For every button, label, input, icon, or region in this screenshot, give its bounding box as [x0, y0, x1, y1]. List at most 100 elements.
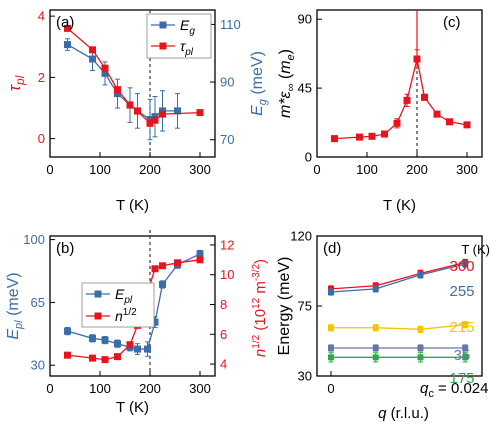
data-point	[413, 55, 421, 63]
x-axis-label: T (K)	[116, 399, 149, 416]
data-point	[114, 340, 121, 348]
data-point	[151, 116, 159, 124]
data-point	[196, 256, 204, 264]
data-point	[196, 250, 204, 258]
x-axis-label: q (r.l.u.)	[378, 405, 429, 422]
data-point	[101, 69, 109, 77]
y-tick-label: 6	[220, 327, 227, 342]
series-35	[327, 344, 469, 352]
data-point	[64, 327, 71, 335]
series-label: 35	[454, 347, 471, 364]
data-point	[403, 96, 411, 104]
data-point	[417, 326, 424, 333]
data-point	[151, 265, 159, 273]
data-point	[463, 121, 471, 129]
data-point	[126, 101, 134, 109]
data-point	[327, 345, 334, 351]
data-point	[134, 345, 141, 353]
y-tick-label: 0	[305, 150, 312, 165]
data-point	[159, 280, 166, 288]
data-point	[159, 110, 166, 118]
y-axis-label-left: Epl (meV)	[5, 272, 25, 339]
series-data	[331, 49, 471, 143]
x-tick-label: 200	[139, 162, 161, 177]
y-tick-label: 90	[220, 75, 234, 90]
data-point	[89, 46, 96, 54]
series-pl	[64, 24, 204, 127]
data-point	[372, 285, 379, 292]
legend-label: n1/2	[115, 307, 137, 324]
panel-label: (b)	[56, 240, 74, 257]
series-label: 175	[449, 370, 474, 387]
data-point	[114, 353, 121, 361]
data-point	[462, 261, 469, 267]
data-point	[174, 107, 181, 115]
y-tick-label: 45	[298, 81, 312, 96]
data-point	[64, 351, 71, 359]
y-tick-label: 65	[31, 295, 45, 310]
legend-title: T (K)	[461, 242, 490, 257]
y-tick-label: 2	[38, 70, 45, 85]
series-line	[330, 261, 466, 290]
y-tick-label: 90	[298, 12, 312, 27]
y-tick-label: 30	[31, 358, 45, 373]
x-tick-label: 300	[456, 162, 478, 177]
data-point	[356, 133, 363, 141]
data-point	[462, 354, 469, 361]
y-axis-label: Energy (meV)	[276, 257, 293, 356]
x-tick-label: 100	[89, 162, 111, 177]
data-point	[89, 354, 96, 362]
data-point	[372, 324, 379, 331]
data-point	[433, 110, 441, 118]
data-point	[151, 318, 159, 326]
data-point	[174, 259, 181, 267]
series-215	[327, 321, 469, 333]
series-line	[330, 324, 466, 330]
legend-label: Epl	[115, 286, 133, 306]
legend-box	[146, 13, 212, 59]
data-point	[101, 64, 109, 72]
data-point	[417, 354, 424, 361]
x-tick-label: 0	[313, 162, 320, 177]
panel-c: 0 100 200 300 0 45 90 (c) T (K) m*ε∞ (me)	[277, 9, 483, 214]
series-line	[67, 27, 201, 125]
series-line	[330, 263, 466, 293]
legend-marker	[159, 21, 167, 29]
data-point	[327, 289, 334, 295]
legend-marker	[159, 42, 167, 50]
data-point	[89, 334, 96, 342]
data-point	[101, 336, 109, 344]
data-point	[417, 271, 424, 278]
y-axis-label: m*ε∞ (me)	[277, 49, 297, 118]
y-axis-label-right: Eg (meV)	[249, 51, 269, 116]
data-point	[134, 107, 141, 115]
x-tick-label: 200	[406, 162, 428, 177]
series-255	[327, 260, 469, 296]
data-point	[146, 119, 154, 127]
series-label: 255	[449, 283, 474, 300]
y-tick-label: 110	[220, 17, 241, 32]
series-label: 300	[449, 258, 474, 275]
data-point	[114, 90, 121, 98]
y-tick-label: 4	[38, 9, 45, 24]
data-point	[327, 354, 334, 361]
data-point	[417, 345, 424, 351]
plot-frame	[49, 9, 216, 158]
y-tick-label: 10	[220, 267, 234, 282]
data-point	[146, 116, 154, 124]
x-tick-label: 300	[189, 381, 211, 396]
panel-label: (a)	[56, 14, 74, 31]
plot-frame	[316, 9, 483, 158]
y-tick-label: 8	[220, 297, 227, 312]
x-tick-label: 0	[46, 381, 53, 396]
y-axis-label-left: τpl	[5, 75, 27, 91]
data-point	[114, 86, 121, 94]
data-point	[196, 109, 204, 117]
x-tick-label: 100	[89, 381, 111, 396]
data-point	[421, 93, 428, 101]
data-point	[446, 118, 453, 126]
y-tick-label: 12	[220, 237, 234, 252]
